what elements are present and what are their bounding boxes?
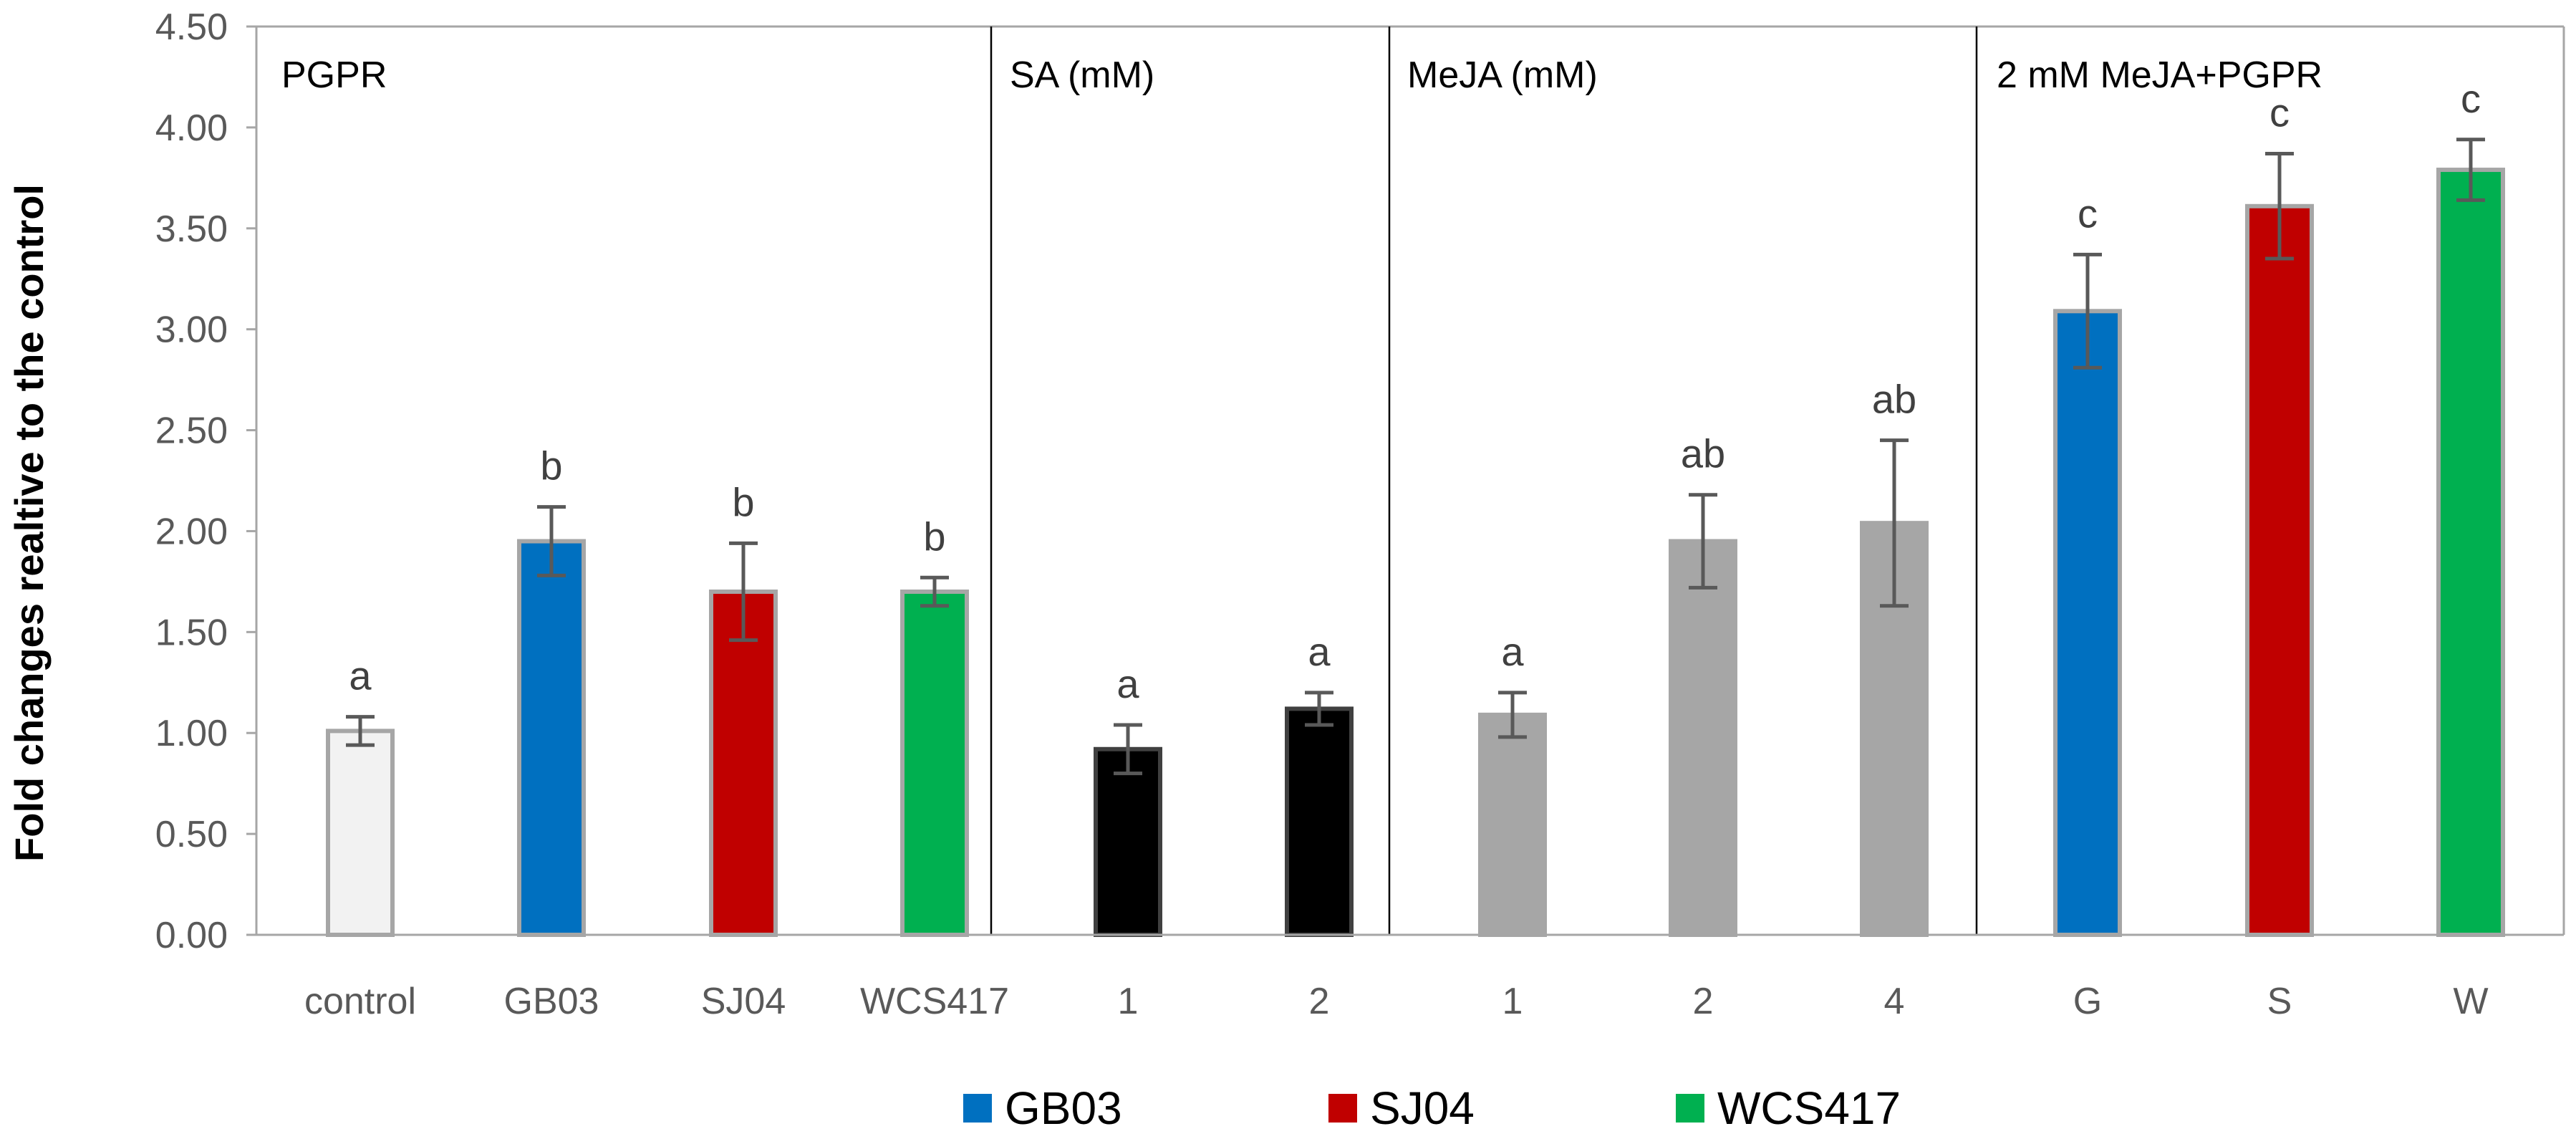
x-tick-label: 1	[1502, 981, 1523, 1022]
significance-label: b	[540, 443, 562, 489]
legend-label: GB03	[1005, 1082, 1122, 1134]
significance-label: a	[1501, 629, 1524, 674]
y-tick-label: 2.50	[155, 410, 228, 452]
plot-area: 0.00 0.50 1.00 1.50 2.00 2.50 3.00 3.50 4.00 4.50…	[155, 6, 2565, 1022]
y-tick-label: 0.50	[155, 814, 228, 855]
significance-label: b	[923, 514, 945, 559]
bar	[1478, 712, 1547, 938]
y-tick-label: 0.00	[155, 915, 228, 956]
bar	[326, 729, 395, 937]
x-tick-label: 2	[1693, 981, 1714, 1022]
significance-label: c	[2461, 76, 2481, 121]
panel-label: SA (mM)	[1010, 54, 1154, 96]
y-tick-label: 3.50	[155, 208, 228, 250]
x-tick-label: GB03	[504, 981, 599, 1022]
legend-label: SJ04	[1370, 1082, 1475, 1134]
bar	[1669, 539, 1737, 937]
y-tick-label: 1.00	[155, 713, 228, 754]
significance-label: a	[1116, 661, 1139, 706]
significance-label: ab	[1681, 431, 1725, 476]
bar	[1094, 746, 1162, 937]
significance-label: b	[732, 479, 754, 524]
bar	[1285, 706, 1354, 937]
y-tick-label: 1.50	[155, 612, 228, 653]
x-tick-label: 2	[1309, 981, 1330, 1022]
x-tick-label: WCS417	[860, 981, 1009, 1022]
significance-label: a	[1308, 629, 1331, 674]
bar	[2245, 203, 2314, 937]
x-tick-label: 1	[1118, 981, 1139, 1022]
legend-swatch	[963, 1094, 992, 1123]
significance-label: c	[2269, 90, 2290, 135]
x-tick-label: SJ04	[701, 981, 786, 1022]
y-axis-title: Fold changes realtive to the control	[6, 184, 52, 862]
y-tick-label: 4.00	[155, 107, 228, 149]
legend: GB03 SJ04 WCS417	[963, 1082, 1901, 1134]
significance-label: ab	[1872, 377, 1916, 422]
panel-label: 2 mM MeJA+PGPR	[1997, 54, 2322, 96]
x-tick-label: 4	[1884, 981, 1905, 1022]
legend-label: WCS417	[1717, 1082, 1901, 1134]
x-tick-label: control	[304, 981, 416, 1022]
significance-label: a	[349, 653, 372, 698]
bar	[709, 589, 778, 937]
bar	[2436, 168, 2505, 937]
significance-label: c	[2078, 191, 2098, 236]
legend-swatch	[1676, 1094, 1704, 1123]
panel-label: MeJA (mM)	[1407, 54, 1598, 96]
bar	[2053, 309, 2122, 938]
y-tick-label: 2.00	[155, 511, 228, 552]
x-tick-label: W	[2453, 981, 2488, 1022]
bar	[900, 589, 969, 937]
y-tick-label: 3.00	[155, 309, 228, 351]
x-tick-label: G	[2073, 981, 2102, 1022]
y-tick-label: 4.50	[155, 6, 228, 48]
bar	[517, 539, 586, 937]
legend-swatch	[1328, 1094, 1357, 1123]
panel-label: PGPR	[281, 54, 387, 96]
x-tick-label: S	[2267, 981, 2292, 1022]
